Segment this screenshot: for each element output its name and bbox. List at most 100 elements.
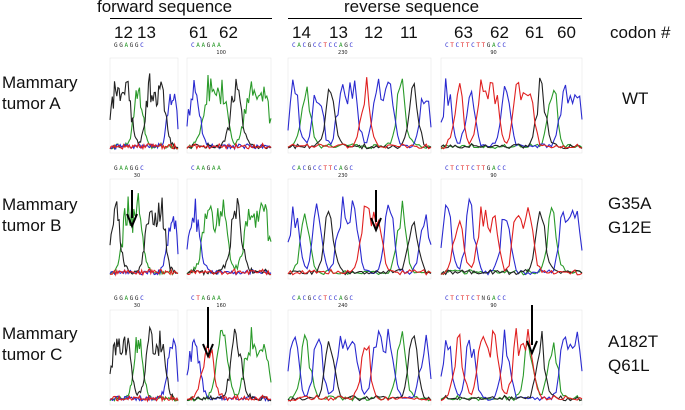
forward-bracket-line xyxy=(110,18,272,19)
base-position-number: 90 xyxy=(490,173,497,179)
reverse-bracket-line xyxy=(288,18,582,19)
arrow-head xyxy=(126,213,138,229)
chromatogram-trace xyxy=(287,57,432,154)
arrow-head xyxy=(526,340,538,356)
base-position-number: 90 xyxy=(490,303,497,309)
trace-channel-T xyxy=(186,268,272,276)
trace-channel-T xyxy=(109,142,179,151)
trace-channel-G xyxy=(109,73,179,150)
base-call-sequence: CAAGAA xyxy=(191,165,223,172)
codon-column-label: codon # xyxy=(610,23,671,42)
chromatogram-trace xyxy=(287,309,432,406)
base-position-number: 240 xyxy=(338,303,348,309)
trace-channel-G xyxy=(287,209,432,276)
chromatogram-trace xyxy=(440,57,583,154)
mutation-label-tumor-a: WT xyxy=(622,87,648,111)
base-call-sequence: GGAGGC xyxy=(114,295,146,302)
chromatogram-trace xyxy=(186,57,272,154)
chromatogram-frame xyxy=(287,309,432,406)
codon-number: 11 xyxy=(400,23,418,42)
trace-channel-C xyxy=(287,78,432,149)
chromatogram-trace xyxy=(287,178,432,280)
trace-channel-T xyxy=(440,79,583,150)
chromatogram-frame xyxy=(109,309,179,406)
base-call-sequence: CTCTTCTTGACC xyxy=(445,165,508,172)
trace-channel-A xyxy=(287,200,432,276)
chromatogram-frame xyxy=(109,57,179,154)
base-position-number: 30 xyxy=(133,303,141,309)
row-label-tumor-b: Mammary tumor B xyxy=(2,194,78,236)
base-position-number: 160 xyxy=(216,303,226,309)
chromatogram-trace xyxy=(440,178,583,280)
codon-number: 62 xyxy=(490,23,509,42)
trace-channel-T xyxy=(440,328,583,402)
base-call-sequence: CTAGAA xyxy=(191,295,223,302)
mutation-label-tumor-b: G35A G12E xyxy=(608,192,651,240)
codon-number: 12 xyxy=(364,23,383,42)
trace-channel-G xyxy=(186,198,272,277)
trace-channel-G xyxy=(186,328,272,402)
codon-number: 62 xyxy=(219,23,238,42)
base-call-sequence: GAAGGC xyxy=(114,165,146,172)
mutation-line: G35A xyxy=(608,194,652,213)
row-label-tumor-c: Mammary tumor C xyxy=(2,323,78,365)
mutation-line: Q61L xyxy=(608,356,650,375)
codon-number: 60 xyxy=(557,23,576,42)
base-position-number: 90 xyxy=(490,50,497,56)
base-call-sequence: CAAGAA xyxy=(191,42,223,49)
base-position-number: 100 xyxy=(216,50,226,56)
chromatogram-frame xyxy=(440,309,583,406)
chromatogram-trace xyxy=(109,57,179,154)
trace-channel-T xyxy=(287,205,432,276)
codon-number: 61 xyxy=(189,23,208,42)
row-label-line: Mammary xyxy=(2,324,78,343)
trace-channel-T xyxy=(186,142,272,150)
trace-channel-C xyxy=(186,198,272,276)
trace-channel-A xyxy=(287,331,432,402)
row-label-line: tumor C xyxy=(2,345,63,364)
chromatogram-trace xyxy=(186,309,272,406)
base-position-number: 230 xyxy=(338,173,348,179)
chromatogram-frame xyxy=(186,178,272,280)
mutation-arrow-icon xyxy=(126,190,138,229)
mutation-arrow-icon xyxy=(370,190,382,233)
chromatogram-frame xyxy=(186,57,272,154)
row-label-line: tumor B xyxy=(2,216,62,235)
chromatogram-frame xyxy=(440,57,583,154)
chromatogram-frame xyxy=(440,178,583,280)
mutation-label-tumor-c: A182T Q61L xyxy=(608,330,658,378)
trace-channel-T xyxy=(109,267,179,277)
row-label-tumor-a: Mammary tumor A xyxy=(2,72,78,114)
base-call-sequence: CACGCCTCCAGC xyxy=(292,42,355,49)
mutation-line: A182T xyxy=(608,332,659,351)
arrow-head xyxy=(202,343,214,359)
mutation-line: G12E xyxy=(608,218,652,237)
mutation-arrow-icon xyxy=(526,305,538,356)
chromatogram-trace xyxy=(440,309,583,406)
base-position-number: 30 xyxy=(133,173,141,179)
row-label-line: Mammary xyxy=(2,73,78,92)
chromatogram-frame xyxy=(186,309,272,406)
chromatogram-trace xyxy=(186,178,272,280)
codon-number: 13 xyxy=(329,23,348,42)
codon-number: 63 xyxy=(454,23,473,42)
trace-channel-T xyxy=(287,77,432,150)
row-label-line: tumor A xyxy=(2,94,61,113)
reverse-sequence-label: reverse sequence xyxy=(344,0,480,16)
trace-channel-T xyxy=(109,394,179,403)
arrow-head xyxy=(370,217,382,233)
trace-channel-T xyxy=(186,342,272,402)
trace-channel-T xyxy=(287,344,432,402)
chromatogram-frame xyxy=(287,57,432,154)
trace-channel-C xyxy=(186,80,272,151)
mutation-arrow-icon xyxy=(202,307,214,359)
base-call-sequence: CTCTTCTTGACC xyxy=(445,42,508,49)
chromatogram-frame xyxy=(109,178,179,280)
base-call-sequence: CACGCCTCCAGC xyxy=(292,295,355,302)
chromatogram-trace xyxy=(109,178,179,280)
chromatogram-trace xyxy=(109,309,179,406)
base-position-number: 230 xyxy=(338,50,348,56)
trace-channel-G xyxy=(287,81,432,150)
trace-channel-A xyxy=(186,74,272,150)
chromatogram-frame xyxy=(287,178,432,280)
